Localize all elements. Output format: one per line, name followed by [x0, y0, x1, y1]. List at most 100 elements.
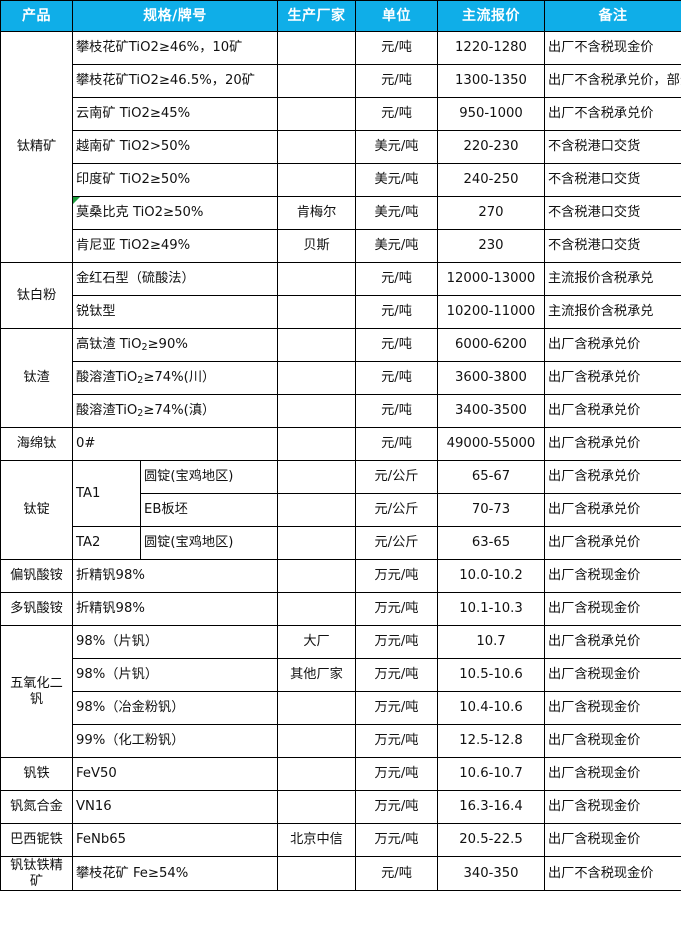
unit-cell: 元/吨	[356, 32, 438, 65]
manufacturer-cell	[278, 164, 356, 197]
spec-cell: 圆锭(宝鸡地区)	[141, 461, 278, 494]
spec-cell: 折精钒98%	[73, 560, 278, 593]
spec-cell: 越南矿 TiO2>50%	[73, 131, 278, 164]
price-cell: 240-250	[438, 164, 545, 197]
price-cell: 49000-55000	[438, 428, 545, 461]
remark-cell: 出厂不含税承兑价	[545, 98, 681, 131]
manufacturer-cell	[278, 329, 356, 362]
spec-cell: 99%（化工粉钒）	[73, 725, 278, 758]
spec-cell: 云南矿 TiO2≥45%	[73, 98, 278, 131]
unit-cell: 元/公斤	[356, 461, 438, 494]
remark-cell: 出厂含税承兑价	[545, 626, 681, 659]
price-cell: 3600-3800	[438, 362, 545, 395]
remark-cell: 出厂含税承兑价	[545, 527, 681, 560]
product-name-cell: 海绵钛	[1, 428, 73, 461]
price-cell: 63-65	[438, 527, 545, 560]
remark-cell: 不含税港口交货	[545, 197, 681, 230]
manufacturer-cell	[278, 362, 356, 395]
manufacturer-cell	[278, 131, 356, 164]
spec-cell: 0#	[73, 428, 278, 461]
product-name-cell: 偏钒酸铵	[1, 560, 73, 593]
grade-cell: TA1	[73, 461, 141, 527]
remark-cell: 出厂含税承兑价	[545, 428, 681, 461]
unit-cell: 万元/吨	[356, 758, 438, 791]
column-header-price: 主流报价	[438, 1, 545, 32]
unit-cell: 美元/吨	[356, 164, 438, 197]
remark-cell: 不含税港口交货	[545, 131, 681, 164]
spec-cell: FeNb65	[73, 824, 278, 857]
column-header-product: 产品	[1, 1, 73, 32]
remark-cell: 出厂含税承兑价	[545, 494, 681, 527]
unit-cell: 万元/吨	[356, 626, 438, 659]
unit-cell: 元/吨	[356, 395, 438, 428]
unit-cell: 元/吨	[356, 362, 438, 395]
remark-cell: 主流报价含税承兑	[545, 263, 681, 296]
price-quote-table: 产品 规格/牌号 生产厂家 单位 主流报价 备注 钛精矿攀枝花矿TiO2≥46%…	[0, 0, 681, 891]
manufacturer-cell	[278, 428, 356, 461]
price-cell: 10.4-10.6	[438, 692, 545, 725]
remark-cell: 出厂含税承兑价	[545, 362, 681, 395]
column-header-unit: 单位	[356, 1, 438, 32]
price-cell: 270	[438, 197, 545, 230]
price-cell: 10200-11000	[438, 296, 545, 329]
remark-cell: 出厂含税现金价	[545, 824, 681, 857]
product-name-cell: 钒钛铁精矿	[1, 857, 73, 891]
manufacturer-cell	[278, 791, 356, 824]
unit-cell: 万元/吨	[356, 659, 438, 692]
unit-cell: 万元/吨	[356, 560, 438, 593]
remark-cell: 出厂含税现金价	[545, 758, 681, 791]
unit-cell: 元/吨	[356, 98, 438, 131]
price-cell: 16.3-16.4	[438, 791, 545, 824]
unit-cell: 元/吨	[356, 263, 438, 296]
unit-cell: 美元/吨	[356, 131, 438, 164]
product-name-cell: 钛白粉	[1, 263, 73, 329]
manufacturer-cell	[278, 857, 356, 891]
unit-cell: 元/吨	[356, 857, 438, 891]
price-cell: 950-1000	[438, 98, 545, 131]
spec-cell: 高钛渣 TiO2≥90%	[73, 329, 278, 362]
manufacturer-cell	[278, 263, 356, 296]
spec-cell: 锐钛型	[73, 296, 278, 329]
spec-cell: 98%（片钒）	[73, 626, 278, 659]
column-header-spec: 规格/牌号	[73, 1, 278, 32]
product-name-cell: 钛渣	[1, 329, 73, 428]
table-header: 产品 规格/牌号 生产厂家 单位 主流报价 备注	[1, 1, 681, 32]
remark-cell: 出厂含税现金价	[545, 659, 681, 692]
price-cell: 12.5-12.8	[438, 725, 545, 758]
remark-cell: 出厂含税现金价	[545, 725, 681, 758]
spec-cell: 98%（冶金粉钒）	[73, 692, 278, 725]
price-cell: 340-350	[438, 857, 545, 891]
price-cell: 6000-6200	[438, 329, 545, 362]
spec-cell: 圆锭(宝鸡地区)	[141, 527, 278, 560]
spec-cell: 莫桑比克 TiO2≥50%	[73, 197, 278, 230]
spec-cell: 攀枝花矿TiO2≥46.5%，20矿	[73, 65, 278, 98]
unit-cell: 美元/吨	[356, 197, 438, 230]
price-cell: 10.0-10.2	[438, 560, 545, 593]
price-cell: 10.5-10.6	[438, 659, 545, 692]
spec-cell: 酸溶渣TiO2≥74%(川）	[73, 362, 278, 395]
grade-cell: TA2	[73, 527, 141, 560]
price-cell: 10.1-10.3	[438, 593, 545, 626]
manufacturer-cell	[278, 65, 356, 98]
price-cell: 220-230	[438, 131, 545, 164]
spec-cell: 酸溶渣TiO2≥74%(滇）	[73, 395, 278, 428]
manufacturer-cell	[278, 758, 356, 791]
unit-cell: 元/公斤	[356, 494, 438, 527]
remark-cell: 不含税港口交货	[545, 164, 681, 197]
bottom-spacer	[0, 891, 681, 948]
spec-cell: 肯尼亚 TiO2≥49%	[73, 230, 278, 263]
remark-cell: 出厂含税承兑价	[545, 395, 681, 428]
